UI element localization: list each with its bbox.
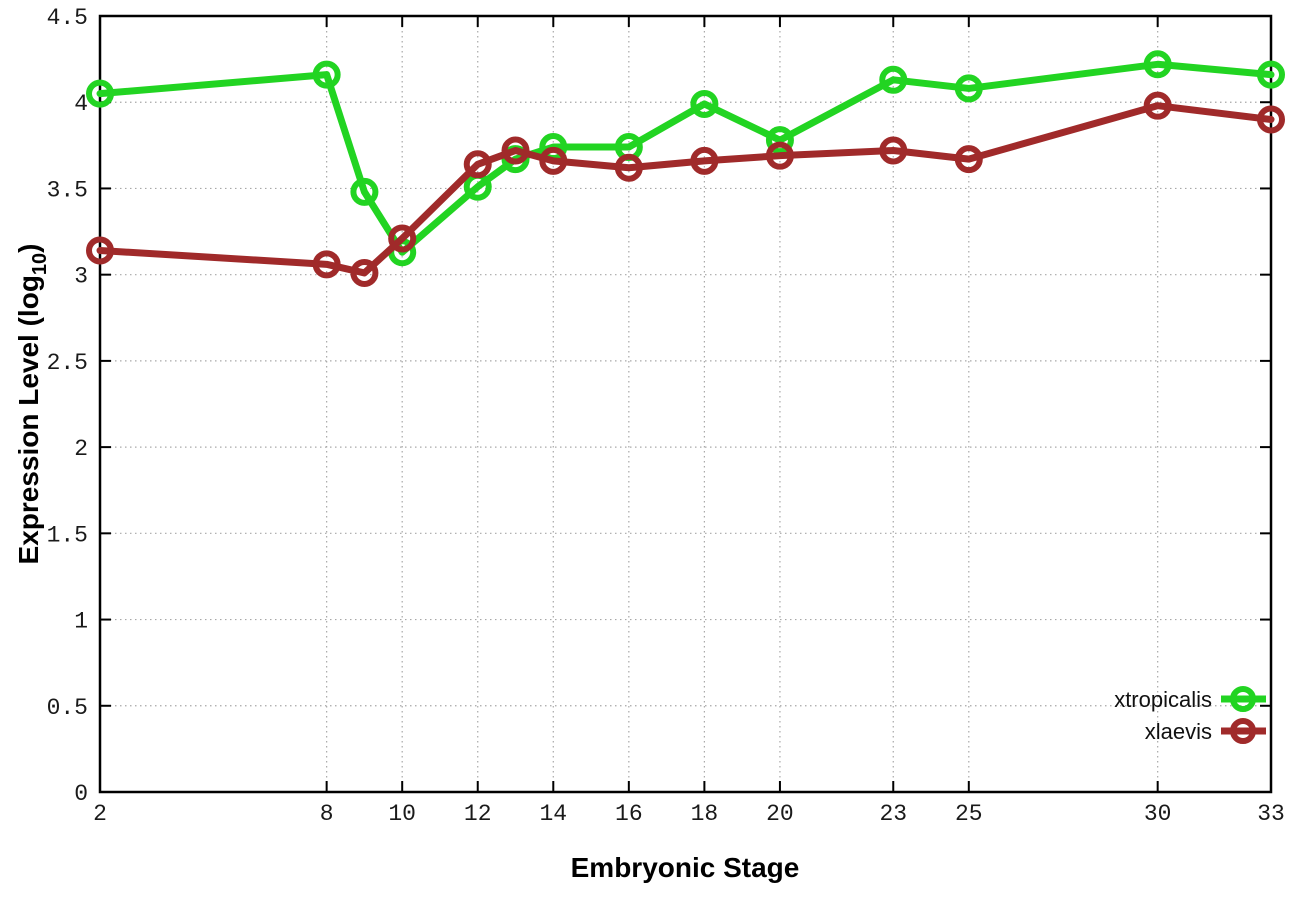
tick-layer: 2 8 10 12 14 16 18 20 23 25 30 33 0 0.5 1 1.5 2 2.5 3 3.5 4 4… [47,5,1285,827]
x-tick-label: 20 [766,801,794,827]
data-point-xlaevis [539,146,568,175]
y-tick-label: 1 [74,609,88,635]
data-point-xtropicalis [350,177,379,206]
legend-marker-xtropicalis [1230,686,1256,712]
data-point-xlaevis [1143,91,1172,120]
data-point-xtropicalis [1143,50,1172,79]
data-point-xlaevis [463,150,492,179]
plot-border [98,14,1273,794]
x-tick-label: 23 [879,801,907,827]
data-point-xlaevis [954,145,983,174]
x-axis-title: Embryonic Stage [571,852,800,883]
data-point-xtropicalis [954,74,983,103]
y-tick-label: 3.5 [47,177,88,203]
data-point-xlaevis [1257,105,1285,134]
y-tick-label: 4 [74,91,88,117]
legend-marker-xlaevis [1230,718,1256,744]
x-tick-label: 33 [1257,801,1285,827]
data-point-xlaevis [350,258,379,287]
x-tick-label: 18 [691,801,719,827]
series-line-xtropicalis [96,60,1275,256]
x-tick-label: 12 [464,801,492,827]
data-point-xtropicalis [86,79,114,108]
data-point-xtropicalis [1257,60,1285,89]
data-point-xlaevis [86,236,114,265]
legend: xtropicalis xlaevis [1114,686,1266,744]
data-point-xtropicalis [312,60,341,89]
series-layer [86,50,1285,287]
x-tick-label: 16 [615,801,643,827]
grid-layer [99,15,1272,793]
data-point-xlaevis [312,250,341,279]
legend-label-xlaevis: xlaevis [1145,719,1212,744]
y-axis-title-main: Expression Level (log [13,275,44,564]
border-layer [98,14,1273,794]
data-point-xlaevis [690,146,719,175]
data-point-xtropicalis [690,89,719,118]
data-point-xlaevis [388,224,417,253]
data-point-xlaevis [614,153,643,182]
x-tick-label: 8 [320,801,334,827]
y-tick-label: 0.5 [47,695,88,721]
x-tick-label: 14 [539,801,567,827]
x-tick-label: 30 [1144,801,1172,827]
y-tick-label: 3 [74,264,88,290]
y-tick-label: 4.5 [47,5,88,31]
data-point-xlaevis [765,141,794,170]
legend-label-xtropicalis: xtropicalis [1114,687,1212,712]
y-axis-title: Expression Level (log10) [13,244,51,565]
x-tick-label: 2 [93,801,107,827]
x-tick-label: 25 [955,801,983,827]
series-line-xlaevis [96,102,1275,277]
y-tick-label: 0 [74,781,88,807]
y-axis-title-subscript: 10 [29,253,51,275]
y-axis-title-close: ) [13,244,44,253]
data-point-xlaevis [879,136,908,165]
y-tick-label: 1.5 [47,522,88,548]
data-point-xlaevis [501,136,530,165]
x-tick-label: 10 [388,801,416,827]
y-tick-label: 2.5 [47,350,88,376]
data-point-xtropicalis [765,126,794,155]
data-point-xtropicalis [879,65,908,94]
y-tick-label: 2 [74,436,88,462]
